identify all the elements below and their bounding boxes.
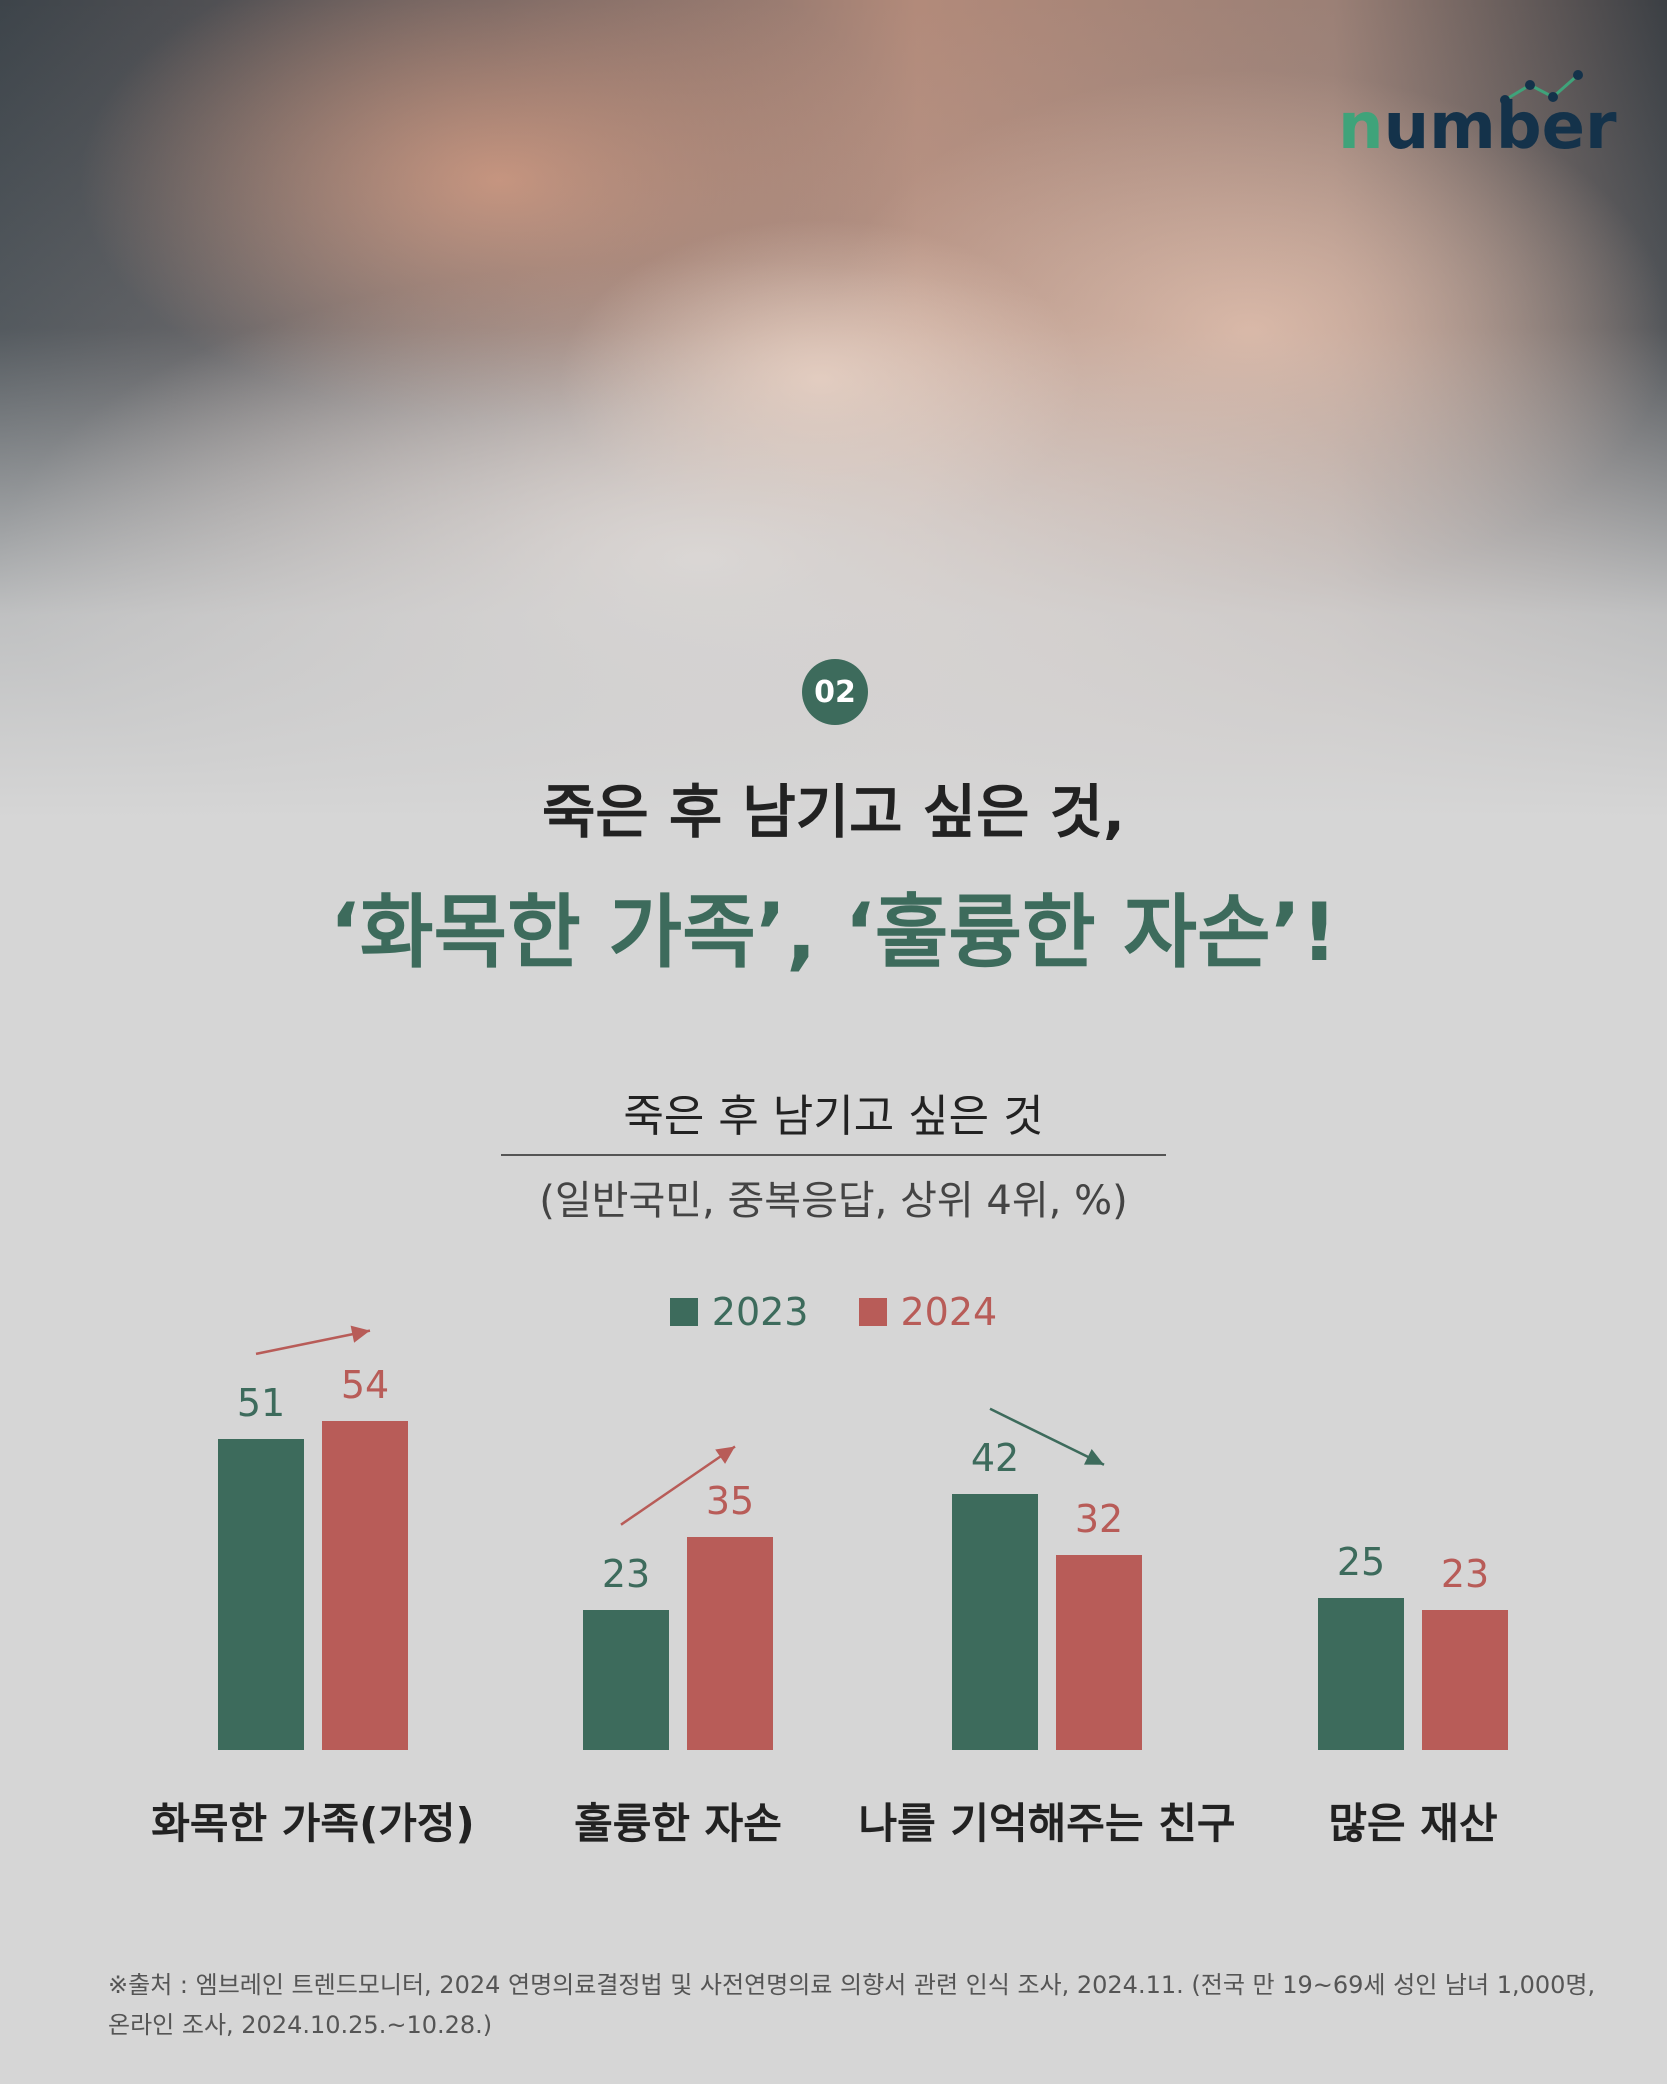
bar-2023-3: [1318, 1597, 1404, 1750]
headline-line1: 죽은 후 남기고 싶은 것,: [541, 778, 1126, 846]
source-footnote: ※출처 : 엠브레인 트렌드모니터, 2024 연명의료결정법 및 사전연명의료…: [108, 1965, 1608, 2045]
trend-arrow-up-icon: [620, 1445, 736, 1526]
category-label: 나를 기억해주는 친구: [858, 1799, 1236, 1848]
bar-2023-1: [583, 1609, 669, 1750]
legend: 2023 2024: [0, 1290, 1667, 1334]
bar-2024-1: [687, 1536, 773, 1750]
value-label-2024-0: 54: [340, 1362, 390, 1407]
chart-subtitle: (일반국민, 중복응답, 상위 4위, %): [539, 1178, 1128, 1224]
bar-2023-2: [952, 1493, 1038, 1750]
category-label: 훌륭한 자손: [574, 1799, 782, 1848]
chart-title: 죽은 후 남기고 싶은 것: [623, 1091, 1044, 1142]
bar-2023-0: [218, 1438, 304, 1750]
title-divider: [501, 1154, 1166, 1156]
category-label: 많은 재산: [1328, 1799, 1498, 1848]
value-label-2023-2: 42: [970, 1435, 1020, 1480]
value-label-2023-3: 25: [1336, 1539, 1386, 1584]
legend-label-2024: 2024: [900, 1290, 998, 1334]
value-label-2024-3: 23: [1440, 1551, 1490, 1596]
section-number-badge: 02: [802, 659, 868, 725]
footnote-line1: ※출처 : 엠브레인 트렌드모니터, 2024 연명의료결정법 및 사전연명의료…: [108, 1971, 1596, 1999]
legend-item-2023: 2023: [669, 1290, 809, 1334]
value-label-2024-1: 35: [705, 1478, 755, 1523]
trend-arrow-down-icon: [989, 1407, 1105, 1466]
svg-text:numbers: numbers: [1338, 90, 1620, 150]
numbers-logo: numbers: [1338, 70, 1620, 150]
headline-line2: ‘화목한 가족’, ‘훌륭한 자손’!: [329, 886, 1338, 979]
legend-label-2023: 2023: [711, 1290, 809, 1334]
bar-2024-0: [322, 1420, 408, 1750]
legend-swatch-2023: [669, 1298, 698, 1326]
legend-item-2024: 2024: [858, 1290, 998, 1334]
footnote-line2: 온라인 조사, 2024.10.25.~10.28.): [108, 2011, 493, 2039]
value-label-2023-1: 23: [601, 1551, 651, 1596]
value-label-2023-0: 51: [236, 1380, 286, 1425]
trend-arrow-up-icon: [255, 1325, 371, 1356]
category-label: 화목한 가족(가정): [151, 1799, 475, 1848]
bar-2024-3: [1422, 1609, 1508, 1750]
legend-swatch-2024: [858, 1298, 887, 1326]
value-label-2024-2: 32: [1074, 1496, 1124, 1541]
bar-2024-2: [1056, 1554, 1142, 1750]
